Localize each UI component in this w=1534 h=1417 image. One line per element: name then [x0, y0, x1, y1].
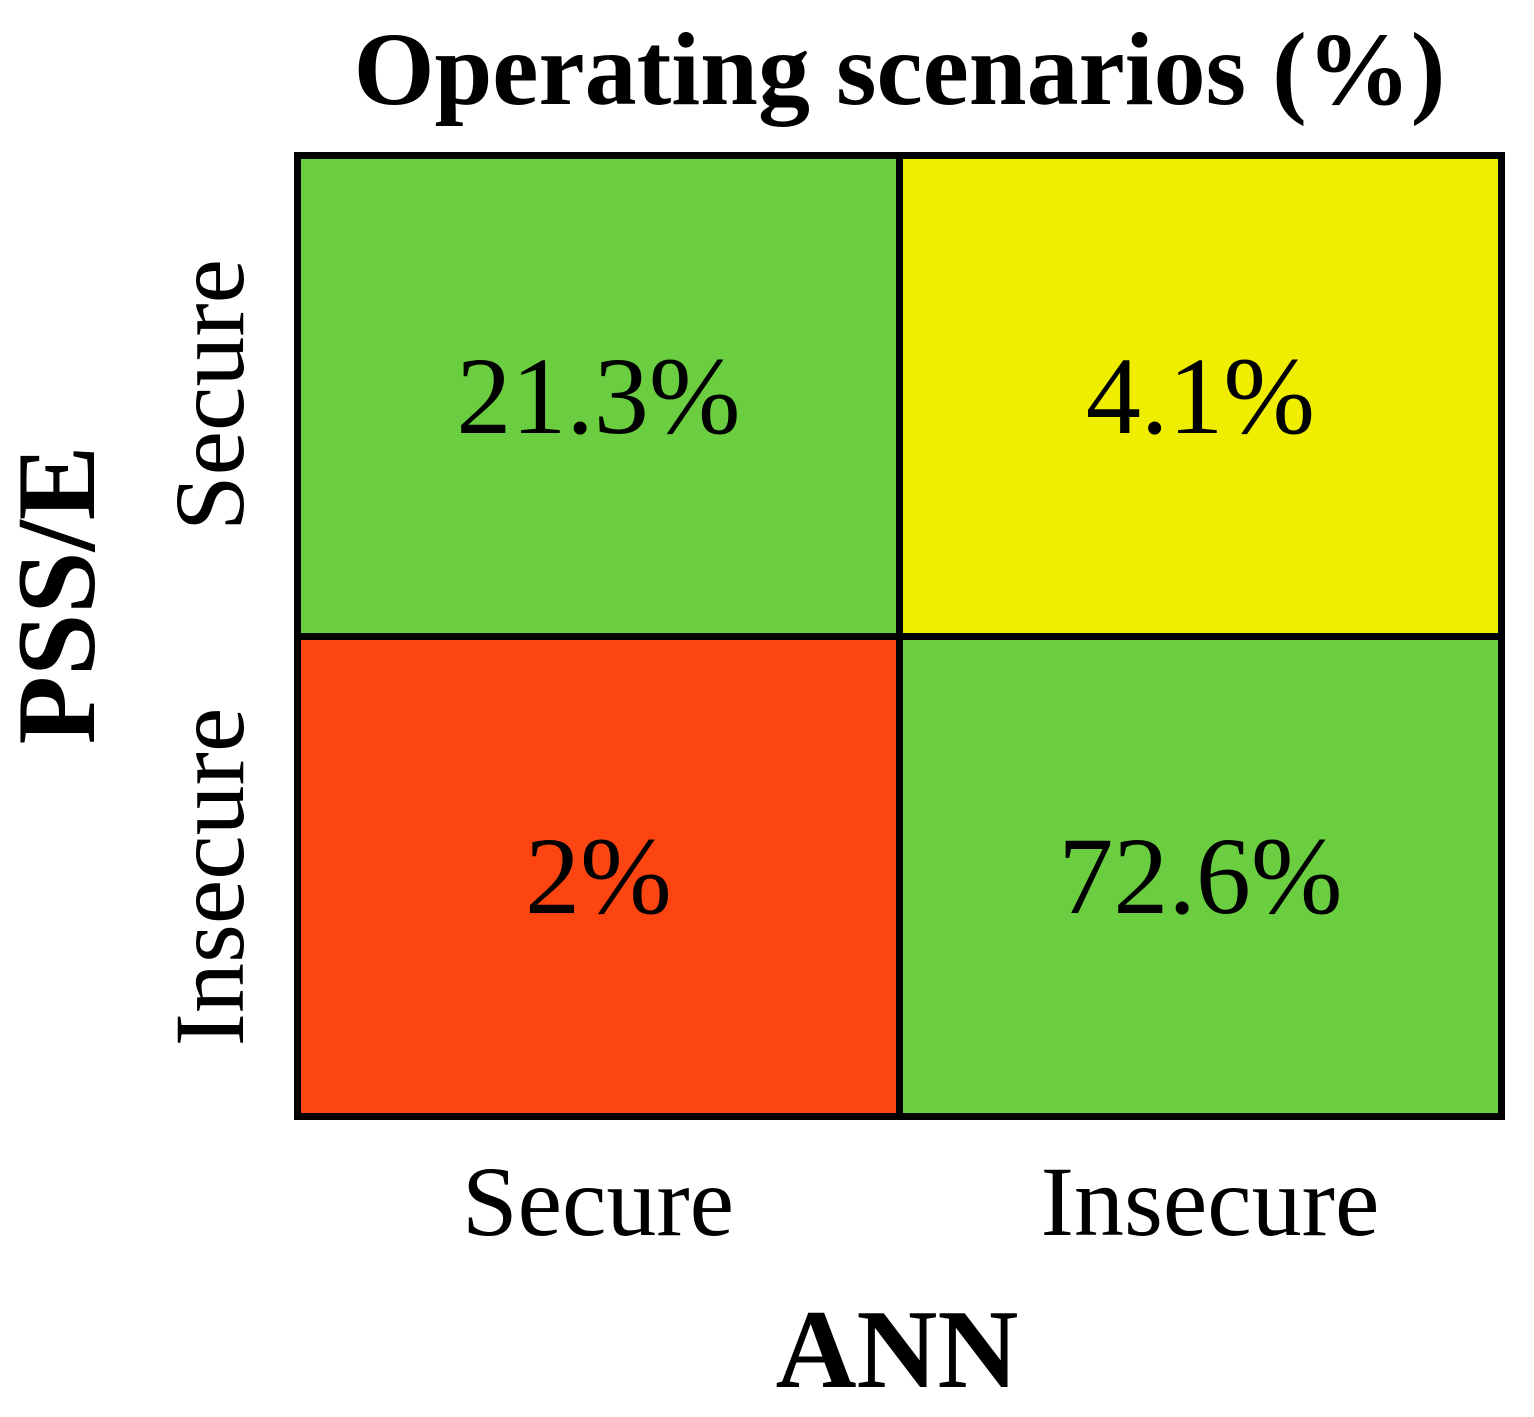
- x-tick-secure: Secure: [461, 1146, 735, 1257]
- cell-pss-insecure-ann-secure: 2%: [301, 639, 896, 1113]
- cell-pss-secure-ann-insecure: 4.1%: [903, 159, 1498, 633]
- matrix-grid: 21.3% 4.1% 2% 72.6%: [294, 152, 1505, 1120]
- cell-pss-insecure-ann-insecure: 72.6%: [903, 639, 1498, 1113]
- x-tick-insecure: Insecure: [1040, 1146, 1380, 1257]
- chart-title: Operating scenarios (%): [353, 12, 1446, 127]
- y-tick-insecure: Insecure: [154, 707, 265, 1047]
- y-axis-label: PSS/E: [0, 445, 119, 745]
- y-tick-secure: Secure: [154, 258, 265, 532]
- x-axis-label: ANN: [775, 1288, 1019, 1412]
- cell-pss-secure-ann-secure: 21.3%: [301, 159, 896, 633]
